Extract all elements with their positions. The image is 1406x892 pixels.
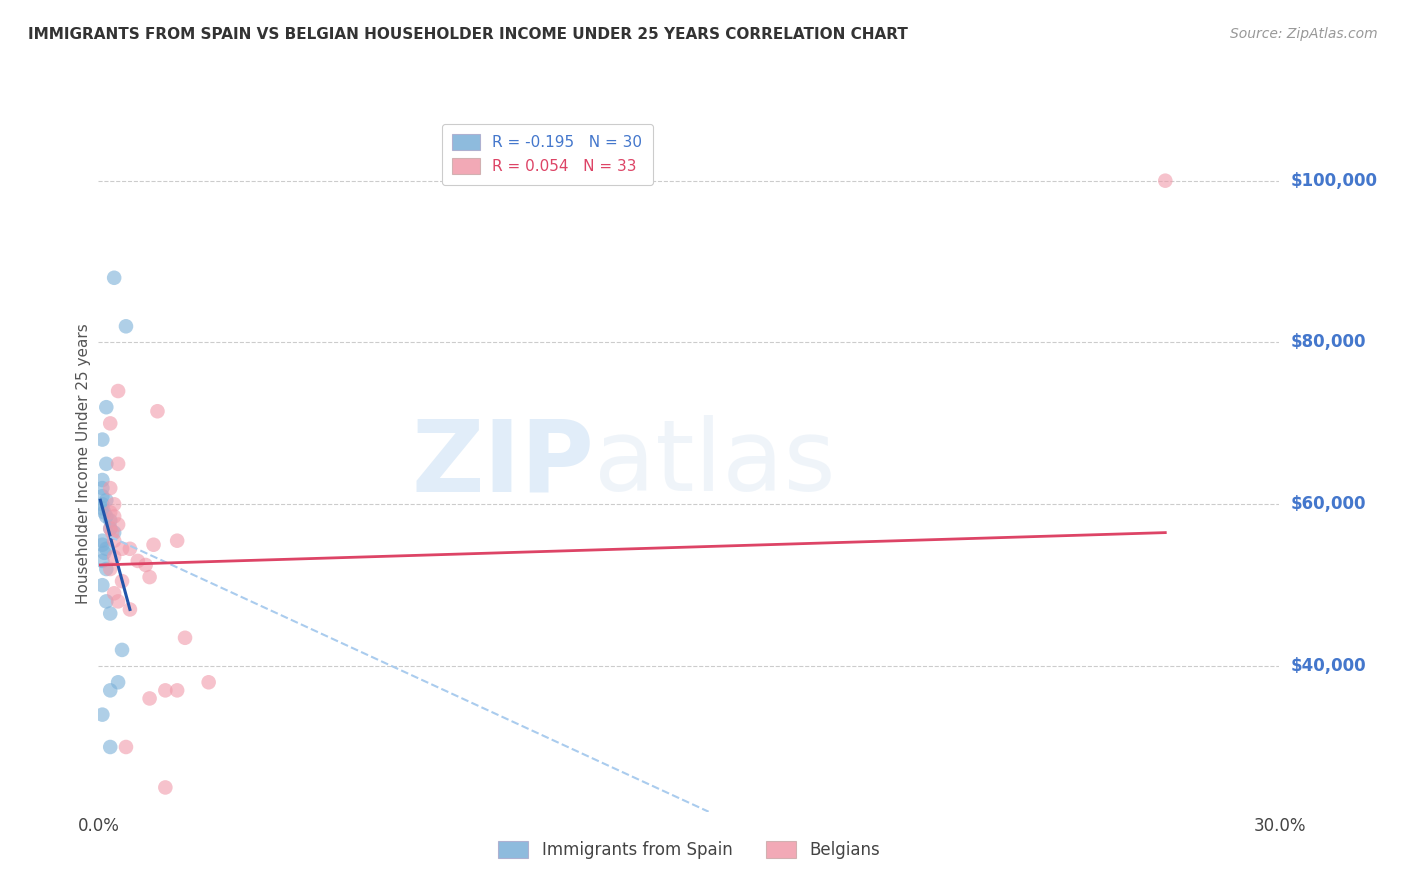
Point bbox=[91, 501, 114, 516]
Text: $60,000: $60,000 bbox=[1291, 495, 1367, 513]
Point bbox=[98, 683, 121, 698]
Point bbox=[107, 384, 129, 398]
Point bbox=[91, 433, 114, 447]
Point bbox=[91, 497, 114, 511]
Point bbox=[107, 457, 129, 471]
Point bbox=[101, 525, 124, 540]
Text: ZIP: ZIP bbox=[412, 416, 595, 512]
Point bbox=[1154, 174, 1177, 188]
Point bbox=[91, 578, 114, 592]
Point bbox=[103, 270, 125, 285]
Point bbox=[96, 493, 118, 508]
Point bbox=[142, 538, 165, 552]
Point bbox=[98, 505, 121, 519]
Point bbox=[98, 607, 121, 621]
Text: atlas: atlas bbox=[595, 416, 837, 512]
Point bbox=[96, 562, 118, 576]
Point bbox=[91, 533, 114, 548]
Point bbox=[166, 533, 188, 548]
Point bbox=[91, 473, 114, 487]
Point bbox=[103, 509, 125, 524]
Point bbox=[166, 683, 188, 698]
Point bbox=[91, 554, 114, 568]
Point bbox=[91, 707, 114, 722]
Text: $100,000: $100,000 bbox=[1291, 171, 1378, 190]
Point bbox=[103, 586, 125, 600]
Legend: Immigrants from Spain, Belgians: Immigrants from Spain, Belgians bbox=[492, 835, 886, 866]
Point bbox=[98, 739, 121, 754]
Point bbox=[107, 517, 129, 532]
Point bbox=[93, 546, 115, 560]
Point bbox=[127, 554, 149, 568]
Point bbox=[96, 594, 118, 608]
Point bbox=[115, 739, 138, 754]
Point bbox=[98, 562, 121, 576]
Point bbox=[98, 522, 121, 536]
Point bbox=[138, 570, 160, 584]
Point bbox=[93, 505, 115, 519]
Point bbox=[118, 541, 141, 556]
Point bbox=[91, 489, 114, 503]
Point bbox=[111, 643, 134, 657]
Point bbox=[174, 631, 197, 645]
Point bbox=[107, 675, 129, 690]
Point bbox=[155, 683, 177, 698]
Text: $40,000: $40,000 bbox=[1291, 657, 1367, 675]
Point bbox=[146, 404, 169, 418]
Point bbox=[103, 533, 125, 548]
Point bbox=[111, 541, 134, 556]
Point bbox=[103, 549, 125, 564]
Point bbox=[118, 602, 141, 616]
Point bbox=[155, 780, 177, 795]
Point bbox=[96, 401, 118, 415]
Point bbox=[96, 509, 118, 524]
Point bbox=[96, 457, 118, 471]
Point bbox=[96, 541, 118, 556]
Text: $80,000: $80,000 bbox=[1291, 334, 1367, 351]
Point bbox=[98, 522, 121, 536]
Point bbox=[98, 417, 121, 431]
Point bbox=[103, 525, 125, 540]
Point bbox=[135, 558, 157, 572]
Point bbox=[103, 497, 125, 511]
Point bbox=[197, 675, 219, 690]
Point bbox=[98, 513, 121, 527]
Point bbox=[91, 538, 114, 552]
Y-axis label: Householder Income Under 25 years: Householder Income Under 25 years bbox=[76, 324, 91, 604]
Point bbox=[107, 594, 129, 608]
Point bbox=[115, 319, 138, 334]
Point bbox=[138, 691, 160, 706]
Text: IMMIGRANTS FROM SPAIN VS BELGIAN HOUSEHOLDER INCOME UNDER 25 YEARS CORRELATION C: IMMIGRANTS FROM SPAIN VS BELGIAN HOUSEHO… bbox=[28, 27, 908, 42]
Point bbox=[98, 481, 121, 495]
Point bbox=[111, 574, 134, 589]
Text: Source: ZipAtlas.com: Source: ZipAtlas.com bbox=[1230, 27, 1378, 41]
Point bbox=[91, 481, 114, 495]
